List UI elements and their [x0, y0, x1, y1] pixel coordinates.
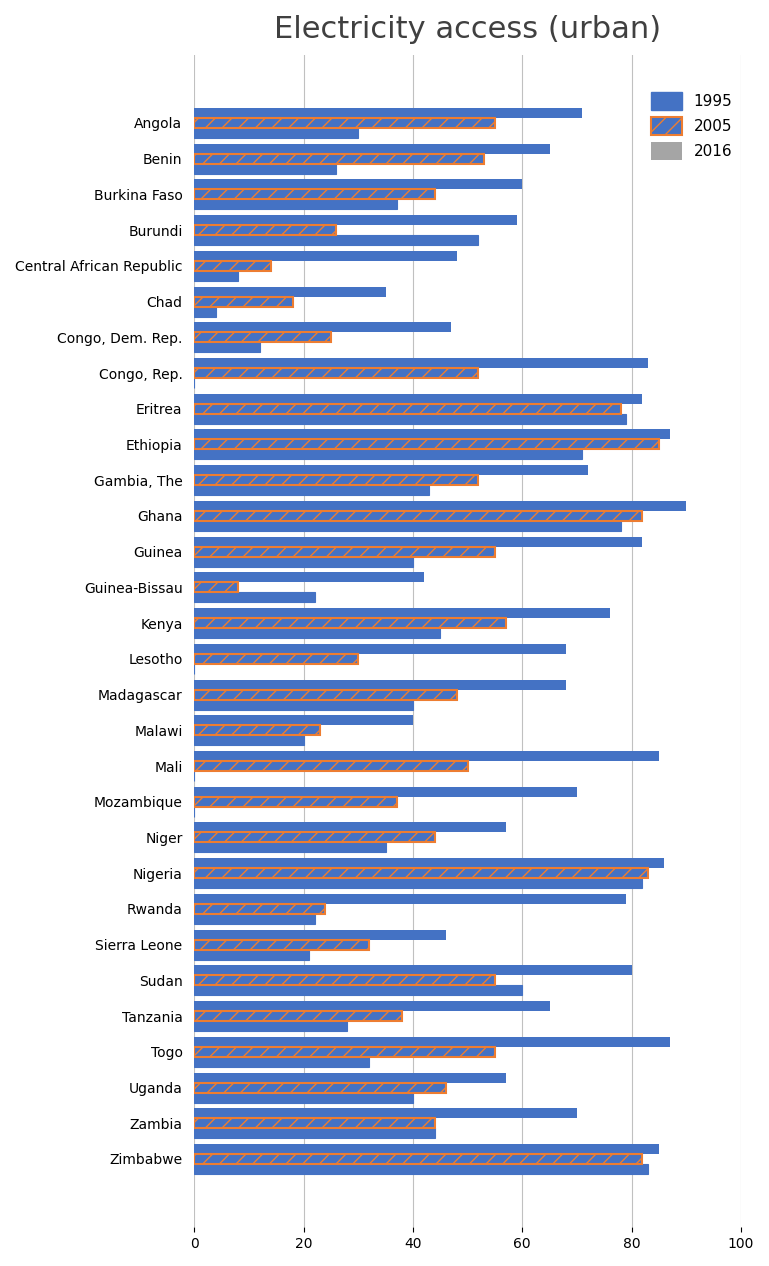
Bar — [195, 296, 293, 306]
Bar — [195, 547, 495, 557]
Bar — [195, 1022, 348, 1031]
Bar — [195, 118, 495, 128]
Bar — [195, 644, 566, 653]
Bar — [195, 449, 582, 460]
Bar — [195, 653, 358, 663]
Bar — [195, 235, 478, 246]
Bar — [195, 368, 478, 379]
Bar — [195, 1082, 446, 1093]
Bar — [195, 537, 642, 547]
Bar — [195, 842, 385, 852]
Bar — [195, 215, 517, 225]
Bar — [195, 332, 331, 342]
Bar — [195, 358, 648, 368]
Bar — [195, 751, 659, 761]
Bar — [195, 200, 397, 209]
Bar — [195, 163, 336, 173]
Bar — [195, 225, 336, 235]
Title: Electricity access (urban): Electricity access (urban) — [274, 15, 661, 44]
Bar — [195, 868, 648, 879]
Bar — [195, 823, 506, 833]
Bar — [195, 108, 582, 118]
Bar — [195, 180, 522, 190]
Bar — [195, 628, 440, 638]
Bar — [195, 975, 495, 985]
Bar — [195, 323, 451, 332]
Bar — [195, 342, 260, 352]
Bar — [195, 520, 621, 530]
Bar — [195, 572, 424, 582]
Bar — [195, 475, 478, 485]
Bar — [195, 414, 626, 424]
Bar — [195, 879, 642, 889]
Bar — [195, 485, 429, 495]
Bar — [195, 833, 434, 842]
Bar — [195, 904, 325, 914]
Bar — [195, 914, 315, 924]
Bar — [195, 796, 397, 806]
Bar — [195, 557, 413, 567]
Bar — [195, 1163, 648, 1174]
Bar — [195, 939, 369, 950]
Bar — [195, 286, 385, 296]
Bar — [195, 1012, 402, 1022]
Bar — [195, 1047, 495, 1057]
Bar — [195, 404, 621, 414]
Bar — [195, 1093, 413, 1103]
Bar — [195, 715, 413, 725]
Bar — [195, 251, 457, 261]
Bar — [195, 929, 446, 939]
Bar — [195, 429, 670, 439]
Bar — [195, 894, 626, 904]
Bar — [195, 144, 550, 153]
Bar — [195, 761, 468, 771]
Bar — [195, 1118, 434, 1128]
Bar — [195, 1072, 506, 1082]
Bar — [195, 582, 238, 592]
Bar — [195, 680, 566, 690]
Bar — [195, 725, 320, 736]
Bar — [195, 465, 588, 475]
Bar — [195, 700, 413, 709]
Bar — [195, 1155, 642, 1163]
Bar — [195, 128, 358, 138]
Bar — [195, 439, 659, 449]
Bar — [195, 190, 434, 200]
Bar — [195, 501, 686, 511]
Bar — [195, 1057, 369, 1067]
Bar — [195, 1001, 550, 1012]
Bar — [195, 592, 315, 603]
Bar — [195, 306, 216, 316]
Bar — [195, 985, 522, 995]
Bar — [195, 608, 610, 618]
Bar — [195, 1144, 659, 1155]
Bar — [195, 1128, 434, 1138]
Bar — [195, 511, 642, 520]
Bar — [195, 394, 642, 404]
Bar — [195, 1037, 670, 1047]
Bar — [195, 618, 506, 628]
Bar — [195, 736, 304, 746]
Legend: 1995, 2005, 2016: 1995, 2005, 2016 — [645, 86, 739, 166]
Bar — [195, 690, 457, 700]
Bar — [195, 786, 577, 796]
Bar — [195, 1108, 577, 1118]
Bar — [195, 950, 309, 960]
Bar — [195, 261, 271, 271]
Bar — [195, 966, 631, 975]
Bar — [195, 271, 238, 281]
Bar — [195, 858, 664, 868]
Bar — [195, 153, 484, 163]
